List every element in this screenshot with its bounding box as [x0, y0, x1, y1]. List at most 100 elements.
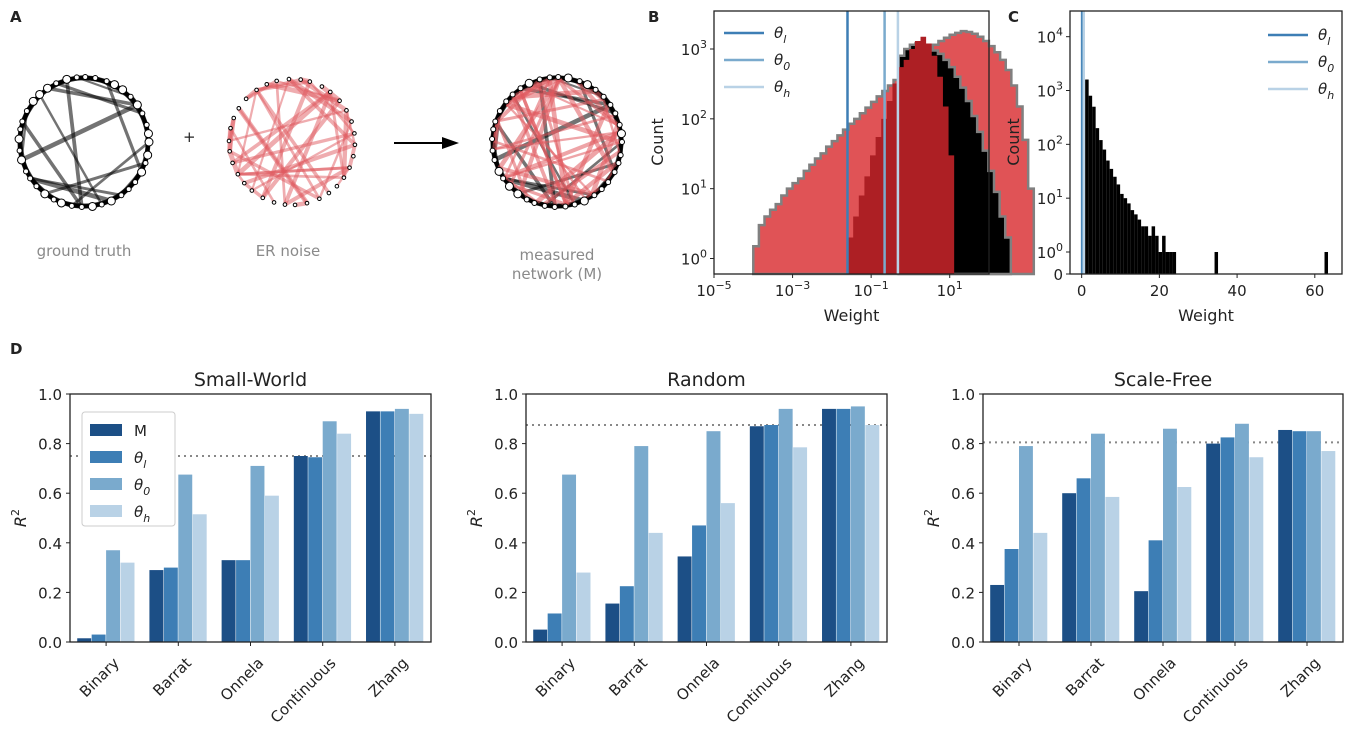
- bar-zhang-3: [1321, 451, 1336, 642]
- y-axis-label: R2: [9, 509, 30, 527]
- network-node: [35, 89, 45, 99]
- network-edge: [20, 110, 29, 161]
- bar-binary-1: [1004, 549, 1019, 642]
- bar-barrat-3: [648, 532, 663, 642]
- network-node: [271, 200, 277, 205]
- network-node: [87, 201, 97, 211]
- bar-zhang-0: [1278, 429, 1293, 642]
- bar-binary-3: [576, 572, 591, 642]
- y-tick-label: 0: [1053, 266, 1063, 284]
- x-tick-label: Onnela: [217, 654, 268, 705]
- network-node: [509, 91, 516, 98]
- network-node: [562, 203, 569, 210]
- histogram-bar: [1095, 128, 1100, 274]
- x-tick-label: Binary: [989, 654, 1036, 701]
- bar-continuous-0: [749, 426, 764, 642]
- y-tick-label: 100: [681, 248, 707, 269]
- bar-continuous-2: [778, 408, 793, 642]
- network-node: [235, 171, 241, 177]
- network-node: [536, 76, 543, 83]
- network-node: [591, 192, 598, 199]
- x-tick-label: 20: [1150, 282, 1169, 300]
- network-node: [546, 74, 553, 81]
- network-node: [326, 190, 332, 196]
- network-node: [517, 85, 524, 92]
- network-node: [298, 77, 303, 82]
- network-node: [523, 196, 530, 203]
- bar-binary-2: [1019, 446, 1033, 642]
- histogram-bar: [1130, 210, 1135, 274]
- bar-continuous-0: [1206, 443, 1221, 642]
- bar-onnela-0: [677, 556, 692, 642]
- y-tick-label: 102: [681, 108, 707, 129]
- network-node: [349, 119, 354, 124]
- network-edge: [245, 79, 278, 101]
- network-node: [524, 78, 534, 88]
- network-edge: [237, 172, 344, 180]
- legend-label: θ0: [774, 51, 790, 73]
- bar-binary-1: [91, 634, 106, 642]
- histogram-bar: [1088, 95, 1093, 274]
- bar-zhang-0: [822, 408, 836, 642]
- y-tick-label: 0.0: [38, 634, 62, 652]
- network-node: [286, 76, 292, 82]
- histogram-bar: [1123, 198, 1128, 274]
- network-edge: [504, 130, 620, 180]
- network-node: [328, 89, 333, 95]
- network-edge: [38, 93, 103, 206]
- y-tick-label: 0.8: [951, 436, 975, 454]
- bar-zhang-1: [1292, 431, 1307, 642]
- y-tick-label: 0.8: [38, 436, 62, 454]
- network-node: [56, 198, 66, 208]
- network-node: [490, 126, 497, 133]
- network-edge: [504, 176, 538, 203]
- network-node: [230, 160, 235, 166]
- x-tick-label: 0: [1077, 282, 1087, 300]
- bar-zhang-0: [366, 411, 380, 642]
- legend-label: θh: [134, 503, 150, 525]
- network-node: [23, 168, 30, 175]
- network-node: [491, 156, 498, 163]
- network-node: [605, 179, 612, 186]
- y-tick-label: 103: [1037, 80, 1063, 101]
- panel-label-d: D: [10, 340, 22, 358]
- histogram-bar: [1172, 252, 1177, 274]
- plus-sign: +: [183, 128, 196, 146]
- x-tick-label: Continuous: [267, 654, 340, 727]
- network-edge: [64, 79, 84, 208]
- network-node: [103, 78, 110, 85]
- x-tick-label: Zhang: [1277, 654, 1324, 701]
- network-edge: [275, 80, 287, 205]
- network-node: [304, 200, 310, 206]
- y-tick-label: 0.6: [494, 485, 518, 503]
- caption-measured-line1: measured: [520, 246, 595, 264]
- network-edge: [511, 96, 558, 206]
- network-node: [582, 80, 592, 90]
- y-axis-label: R2: [465, 509, 486, 527]
- histogram-bar: [1134, 214, 1138, 274]
- network-edge: [243, 142, 356, 186]
- network-node: [139, 110, 146, 117]
- network-edge: [590, 124, 620, 196]
- network-node: [600, 93, 607, 100]
- bar-barrat-2: [178, 474, 193, 642]
- bar-chart-random: 0.0 0.2 0.4 0.6 0.8 1.0 Binary Barrat Onnela Cont…: [465, 369, 888, 727]
- histogram-bar: [1109, 168, 1114, 274]
- network-node: [274, 78, 279, 84]
- network-node: [40, 189, 50, 199]
- network-node: [494, 166, 504, 176]
- y-tick-label: 101: [1037, 187, 1063, 208]
- network-node: [109, 80, 119, 90]
- y-tick-label: 102: [1037, 133, 1063, 154]
- y-tick-label: 0.2: [494, 584, 518, 602]
- chart-title: Scale-Free: [1114, 369, 1212, 391]
- network-node: [143, 121, 150, 128]
- network-edge: [496, 120, 529, 198]
- network-node: [78, 203, 85, 210]
- network-edge: [70, 140, 150, 207]
- x-tick-label: 10−5: [696, 279, 731, 300]
- network-node: [241, 180, 247, 186]
- x-axis-label: Weight: [1178, 306, 1234, 325]
- y-tick-label: 0.0: [951, 634, 975, 652]
- x-tick-label: 101: [937, 279, 963, 300]
